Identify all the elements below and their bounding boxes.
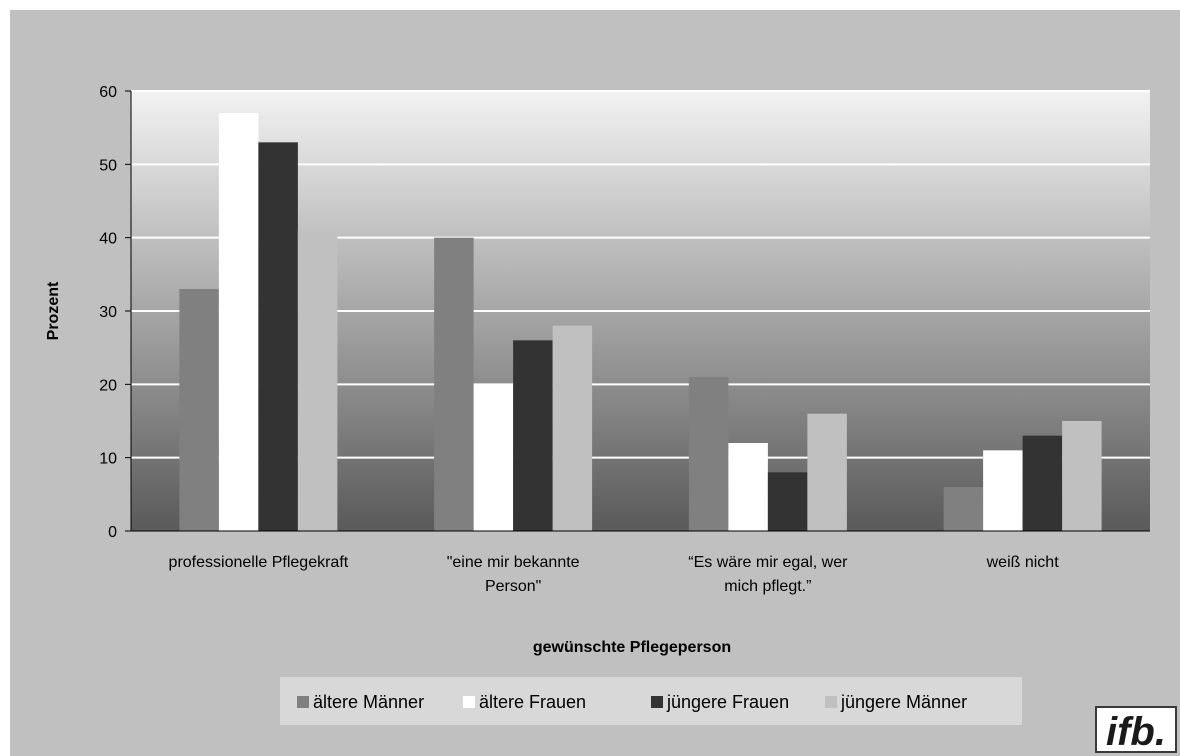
legend-swatch <box>297 696 309 708</box>
y-tick-label: 0 <box>108 524 117 541</box>
x-category-label: weiß nicht <box>986 554 1060 571</box>
bar <box>297 230 338 532</box>
legend-swatch <box>463 696 475 708</box>
chart-area: 0 10 20 30 40 50 60 professionelle Pflegekraft… <box>10 10 1180 756</box>
bar <box>218 113 259 531</box>
y-tick-label: 10 <box>99 451 117 468</box>
y-tick-label: 30 <box>99 304 117 321</box>
y-tick-label: 20 <box>99 377 117 394</box>
legend-label: jüngere Frauen <box>666 692 789 712</box>
bar <box>728 443 768 531</box>
bar <box>473 384 514 531</box>
bar <box>688 377 729 531</box>
bar <box>767 472 808 531</box>
bar <box>179 289 219 531</box>
legend-swatch <box>651 696 663 708</box>
x-category-label: “Es wäre mir egal, wer <box>688 554 848 571</box>
y-tick-label: 40 <box>99 231 117 248</box>
bar <box>943 487 984 531</box>
x-category-label: mich pflegt.” <box>724 578 811 595</box>
bar <box>1062 421 1102 531</box>
legend-swatch <box>825 696 837 708</box>
x-axis-title: gewünschte Pflegeperson <box>533 639 731 656</box>
y-tick-labels: 0 10 20 30 40 50 60 <box>99 84 131 541</box>
y-tick-label: 50 <box>99 157 117 174</box>
bar <box>1022 435 1063 531</box>
logo-border <box>1095 706 1177 753</box>
bar <box>983 450 1023 531</box>
bars <box>179 113 1102 532</box>
bar <box>513 340 553 531</box>
ifb-logo: ifb. <box>1095 706 1177 754</box>
legend-label: ältere Männer <box>313 692 424 712</box>
bar <box>807 413 847 531</box>
x-category-labels: professionelle Pflegekraft "eine mir beka… <box>169 554 1060 595</box>
legend-label: ältere Frauen <box>479 692 586 712</box>
bar-chart: 0 10 20 30 40 50 60 professionelle Pflegekraft… <box>45 84 1177 754</box>
bar <box>552 325 593 531</box>
x-category-label: Person" <box>485 578 541 595</box>
legend-label: jüngere Männer <box>840 692 967 712</box>
y-axis-title: Prozent <box>45 281 62 340</box>
y-tick-label: 60 <box>99 84 117 101</box>
logo-text: ifb. <box>1106 710 1166 754</box>
x-category-label: professionelle Pflegekraft <box>169 554 349 571</box>
bar <box>258 142 298 532</box>
legend: ältere Männer ältere Frauen jüngere Frauen… <box>280 677 1022 725</box>
x-category-label: "eine mir bekannte <box>447 554 580 571</box>
bar <box>434 237 474 531</box>
